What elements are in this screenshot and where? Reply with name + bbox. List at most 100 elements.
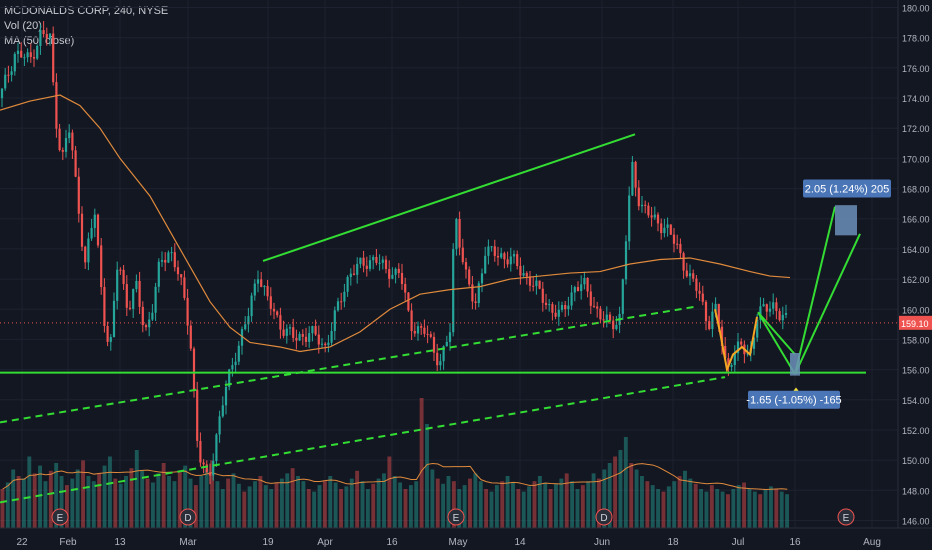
volume-bar: [236, 483, 241, 528]
candle-body: [189, 325, 192, 349]
candle-body: [468, 269, 471, 285]
time-tick-label: Jun: [594, 537, 610, 548]
volume-bar: [263, 485, 268, 528]
price-tick-label: 150.00: [902, 456, 930, 466]
candle-body: [701, 293, 704, 302]
candle-body: [538, 280, 541, 289]
time-tick-label: 16: [789, 537, 801, 548]
candle-body: [631, 161, 634, 196]
candle-body: [442, 346, 445, 362]
volume-bar: [656, 489, 661, 528]
volume-bar: [419, 398, 424, 528]
grid: [0, 0, 898, 528]
candle-body: [650, 215, 653, 218]
candle-body: [314, 326, 317, 335]
volume-bar: [365, 489, 370, 528]
volume-bar: [580, 485, 585, 528]
volume-bar: [301, 481, 306, 528]
candle-body: [231, 365, 234, 370]
volume-bar: [215, 481, 220, 528]
candle-body: [23, 57, 26, 59]
candle-body: [762, 304, 765, 307]
candle-body: [100, 245, 103, 288]
volume-bar: [360, 481, 365, 528]
candle-body: [7, 74, 10, 76]
candle-body: [135, 280, 138, 290]
candle-body: [429, 334, 432, 337]
candle-body: [288, 327, 292, 329]
candle-body: [301, 334, 304, 337]
volume-bar: [279, 478, 284, 528]
pattern-highlight-line: [714, 309, 758, 374]
candle-body: [378, 262, 381, 264]
candle-body: [4, 74, 7, 89]
volume-bar: [575, 489, 580, 528]
candle-body: [544, 302, 548, 306]
volume-bar: [543, 482, 548, 528]
candle-body: [52, 33, 55, 83]
candle-body: [516, 254, 519, 266]
time-tick-label: 14: [514, 537, 526, 548]
candle-body: [269, 296, 272, 309]
candle-body: [500, 253, 503, 258]
time-tick-label: Feb: [59, 537, 77, 548]
time-axis: 22 Feb 13 Mar 19 Apr 16 May 14 Jun 18 Jul 16 Aug: [0, 527, 932, 550]
upper-projection-label: 2.05 (1.24%) 205: [803, 179, 891, 198]
candle-body: [157, 261, 160, 287]
last-price-badge-bg: [899, 315, 932, 330]
candle-body: [736, 341, 740, 354]
candle-body: [730, 365, 733, 368]
candle-body: [228, 369, 231, 387]
candle-body: [672, 234, 676, 244]
volume-bar: [21, 478, 26, 528]
volume-bar: [683, 470, 687, 528]
volume-bar: [328, 476, 333, 528]
volume-bar: [774, 489, 779, 528]
volume-bar: [344, 486, 349, 528]
candle-body: [90, 228, 93, 239]
time-tick-label: Mar: [179, 537, 197, 548]
candle-body: [660, 223, 663, 234]
candle-body: [714, 303, 717, 312]
candle-body: [621, 279, 624, 314]
candle-body: [196, 389, 199, 441]
event-marker: D: [179, 508, 197, 526]
volume-bar: [489, 491, 494, 528]
candle-body: [535, 280, 538, 287]
volume-bar: [167, 476, 171, 528]
candle-body: [362, 257, 365, 266]
candle-body: [148, 319, 151, 328]
candle-body: [560, 305, 564, 310]
candle-body: [400, 272, 404, 285]
volume-bar: [758, 494, 763, 528]
candle-body: [224, 386, 228, 406]
volume-bar: [521, 491, 526, 528]
candle-body: [260, 279, 263, 287]
candle-body: [484, 255, 487, 274]
candle-body: [324, 343, 327, 346]
candle-body: [548, 304, 551, 306]
candle-body: [519, 265, 522, 276]
candle-body: [752, 337, 756, 349]
volume-bar: [640, 476, 644, 528]
price-tick-label: 148.00: [902, 486, 930, 496]
volume-bar: [677, 476, 682, 528]
volume-bar: [107, 456, 112, 528]
candle-body: [308, 333, 311, 342]
volume-bar: [0, 489, 5, 528]
volume-bar: [607, 463, 612, 528]
candle-body: [39, 30, 42, 46]
event-marker-circle: [447, 508, 465, 526]
candle-body: [724, 345, 727, 359]
candle-body: [580, 284, 583, 292]
volume-bar: [306, 489, 311, 528]
candle-body: [292, 327, 295, 338]
candle-body: [503, 253, 506, 260]
candle-body: [343, 291, 346, 302]
volume-bar: [317, 485, 322, 528]
volume-bar: [548, 489, 553, 528]
volume-bar: [597, 478, 601, 528]
volume-bar: [769, 486, 773, 528]
volume-bar: [64, 485, 69, 528]
